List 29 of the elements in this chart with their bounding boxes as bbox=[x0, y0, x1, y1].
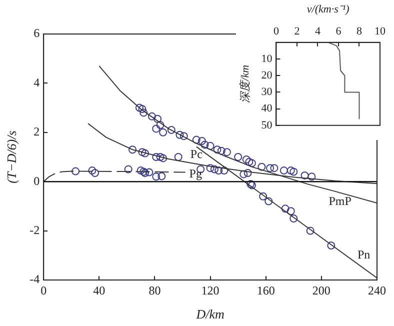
x-tick-label: 240 bbox=[368, 283, 386, 298]
x-tick-label: 6 bbox=[336, 26, 342, 38]
x-tick-label: 2 bbox=[294, 26, 300, 38]
y-tick-label: -4 bbox=[30, 272, 40, 286]
series-label: Pg bbox=[189, 166, 202, 180]
x-tick-label: 200 bbox=[312, 283, 330, 298]
y-tick-label: 4 bbox=[34, 75, 40, 90]
series-label: PmP bbox=[328, 194, 352, 208]
x-tick-label: 40 bbox=[93, 283, 106, 298]
x-tick-label: 160 bbox=[256, 283, 275, 298]
y-axis-title: 深度/km bbox=[238, 64, 252, 103]
x-axis-title: v/(km·s⁻¹) bbox=[306, 3, 350, 16]
y-axis-title: (T−D/6)/s bbox=[4, 130, 20, 184]
series-label: Pc bbox=[190, 147, 202, 162]
y-tick-label: 2 bbox=[34, 124, 40, 139]
series-label: Pn bbox=[358, 248, 370, 262]
y-tick-label: 40 bbox=[261, 102, 273, 115]
y-tick-label: 0 bbox=[34, 174, 40, 188]
y-tick-label: 10 bbox=[261, 52, 273, 65]
y-tick-label: 50 bbox=[261, 119, 273, 132]
y-tick-label: 20 bbox=[261, 69, 273, 82]
x-tick-label: 8 bbox=[356, 26, 362, 38]
x-tick-label: 120 bbox=[201, 283, 220, 298]
y-tick-label: 30 bbox=[261, 86, 273, 98]
x-tick-label: 10 bbox=[374, 26, 386, 38]
x-tick-label: 80 bbox=[148, 283, 161, 298]
x-tick-label: 4 bbox=[314, 26, 321, 38]
x-axis-title: D/km bbox=[195, 306, 224, 322]
y-tick-label: -2 bbox=[30, 222, 40, 237]
